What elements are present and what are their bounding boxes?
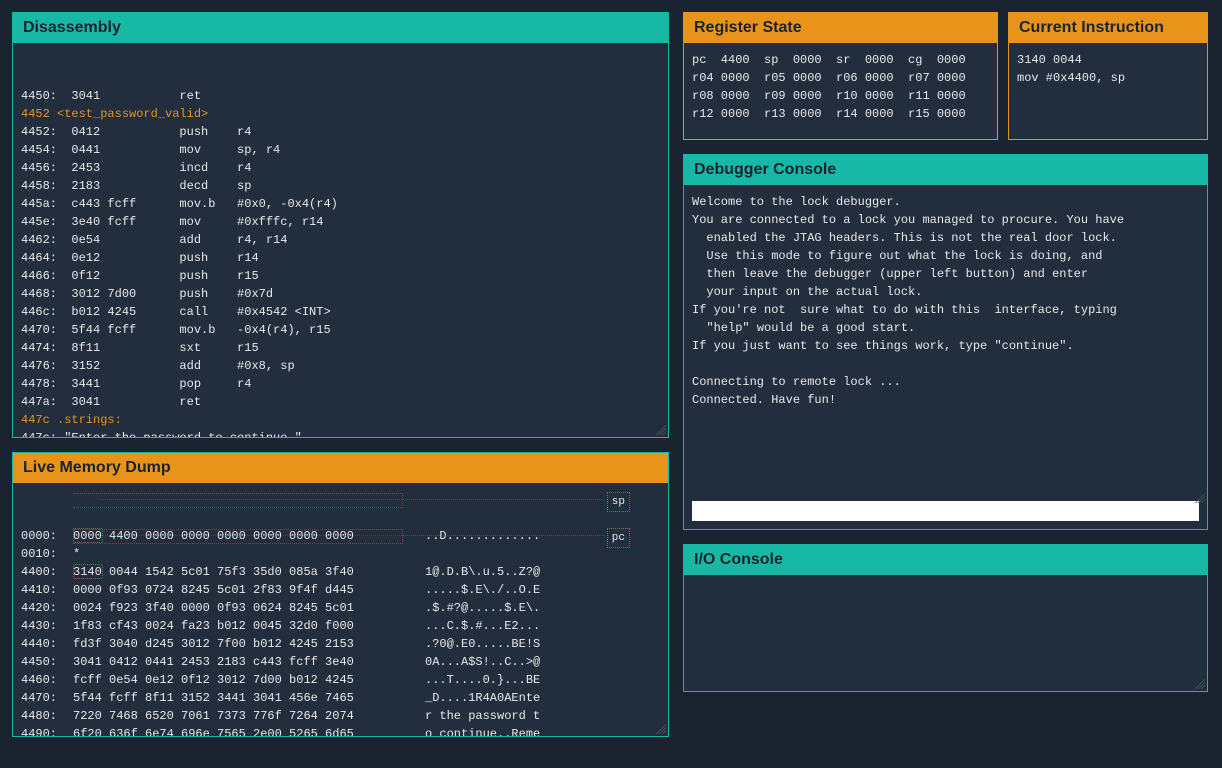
pointer-connector [73,529,403,544]
memory-row: 4440:fd3f 3040 d245 3012 7f00 b012 4245 … [21,635,660,653]
disassembly-line: 4462: 0e54 add r4, r14 [21,231,660,249]
memory-bytes: 3140 0044 1542 5c01 75f3 35d0 085a 3f40 [73,563,413,581]
io-console-panel: I/O Console [683,544,1208,692]
memory-bytes: 6f20 636f 6e74 696e 7565 2e00 5265 6d65 [73,725,413,736]
memory-ascii: _D....1R4A0AEnte [413,689,540,707]
current-instruction-body: 3140 0044 mov #0x4400, sp [1009,43,1207,139]
debugger-console-header: Debugger Console [684,155,1207,185]
disassembly-line: 446c: b012 4245 call #0x4542 <INT> [21,303,660,321]
pointer-connector [73,493,403,508]
memory-address: 4450: [21,653,73,671]
memory-dump-body[interactable]: 0000:0000 4400 0000 0000 0000 0000 0000 … [13,483,668,736]
disassembly-line: 445a: c443 fcff mov.b #0x0, -0x4(r4) [21,195,660,213]
memory-bytes: fd3f 3040 d245 3012 7f00 b012 4245 2153 [73,635,413,653]
disassembly-line: 445e: 3e40 fcff mov #0xfffc, r14 [21,213,660,231]
memory-row: 4450:3041 0412 0441 2453 2183 c443 fcff … [21,653,660,671]
memory-row: 4430:1f83 cf43 0024 fa23 b012 0045 32d0 … [21,617,660,635]
sp-pointer-label: sp [607,492,630,512]
memory-ascii: ..D............. [413,527,540,545]
memory-address: 4460: [21,671,73,689]
disassembly-line: 4464: 0e12 push r14 [21,249,660,267]
disassembly-line: 4474: 8f11 sxt r15 [21,339,660,357]
memory-ascii: 1@.D.B\.u.5..Z?@ [413,563,540,581]
memory-dump-header: Live Memory Dump [13,453,668,483]
memory-dump-panel: Live Memory Dump 0000:0000 4400 0000 000… [12,452,669,737]
memory-bytes: 7220 7468 6520 7061 7373 776f 7264 2074 [73,707,413,725]
disassembly-line: 4478: 3441 pop r4 [21,375,660,393]
memory-address: 0010: [21,545,73,563]
memory-row: 4480:7220 7468 6520 7061 7373 776f 7264 … [21,707,660,725]
disassembly-line: 4470: 5f44 fcff mov.b -0x4(r4), r15 [21,321,660,339]
pc-pointer-label: pc [607,528,630,548]
disassembly-line: 4468: 3012 7d00 push #0x7d [21,285,660,303]
memory-bytes: 3041 0412 0441 2453 2183 c443 fcff 3e40 [73,653,413,671]
memory-row: 0010:* [21,545,660,563]
memory-bytes: 5f44 fcff 8f11 3152 3441 3041 456e 7465 [73,689,413,707]
memory-address: 4420: [21,599,73,617]
memory-address: 4410: [21,581,73,599]
disassembly-line: 4466: 0f12 push r15 [21,267,660,285]
register-state-body: pc 4400 sp 0000 sr 0000 cg 0000 r04 0000… [684,43,997,139]
disassembly-line: 4452 <test_password_valid> [21,105,660,123]
disassembly-line: 4476: 3152 add #0x8, sp [21,357,660,375]
resize-handle-icon [1195,679,1205,689]
memory-row: 4490:6f20 636f 6e74 696e 7565 2e00 5265 … [21,725,660,736]
memory-address: 4400: [21,563,73,581]
pointer-box [73,564,103,579]
disassembly-line: 447c .strings: [21,411,660,429]
disassembly-header: Disassembly [13,13,668,43]
disassembly-line: 4458: 2183 decd sp [21,177,660,195]
debugger-console-panel: Debugger Console Welcome to the lock deb… [683,154,1208,530]
memory-row: 4420:0024 f923 3f40 0000 0f93 0624 8245 … [21,599,660,617]
memory-ascii: ...C.$.#...E2... [413,617,540,635]
register-state-header: Register State [684,13,997,43]
disassembly-line: 4454: 0441 mov sp, r4 [21,141,660,159]
disassembly-line: 4456: 2453 incd r4 [21,159,660,177]
memory-ascii: ...T....0.}...BE [413,671,540,689]
memory-bytes: 0000 0f93 0724 8245 5c01 2f83 9f4f d445 [73,581,413,599]
memory-ascii [413,545,425,563]
memory-address: 4430: [21,617,73,635]
memory-row: 4410:0000 0f93 0724 8245 5c01 2f83 9f4f … [21,581,660,599]
io-console-body[interactable] [684,575,1207,691]
memory-address: 4440: [21,635,73,653]
memory-address: 4470: [21,689,73,707]
memory-ascii: .?0@.E0.....BE!S [413,635,540,653]
memory-row: 4400:3140 0044 1542 5c01 75f3 35d0 085a … [21,563,660,581]
current-instruction-panel: Current Instruction 3140 0044 mov #0x440… [1008,12,1208,140]
memory-row: 4470:5f44 fcff 8f11 3152 3441 3041 456e … [21,689,660,707]
disassembly-line: 447a: 3041 ret [21,393,660,411]
memory-ascii: .....$.E\./..O.E [413,581,540,599]
debugger-console-body: Welcome to the lock debugger. You are co… [684,185,1207,529]
disassembly-line: 447c: "Enter the password to continue." [21,429,660,437]
memory-ascii: r the password t [413,707,540,725]
io-console-header: I/O Console [684,545,1207,575]
disassembly-panel: Disassembly 4450: 3041 ret4452 <test_pas… [12,12,669,438]
memory-ascii: o continue..Reme [413,725,540,736]
memory-bytes: 1f83 cf43 0024 fa23 b012 0045 32d0 f000 [73,617,413,635]
disassembly-body[interactable]: 4450: 3041 ret4452 <test_password_valid>… [13,43,668,437]
memory-bytes: * [73,545,413,563]
disassembly-line: 4452: 0412 push r4 [21,123,660,141]
disassembly-line: 4450: 3041 ret [21,87,660,105]
current-instruction-header: Current Instruction [1009,13,1207,43]
memory-row: 4460:fcff 0e54 0e12 0f12 3012 7d00 b012 … [21,671,660,689]
memory-ascii: 0A...A$S!..C..>@ [413,653,540,671]
memory-address: 0000: [21,527,73,545]
memory-address: 4480: [21,707,73,725]
memory-ascii: .$.#?@.....$.E\. [413,599,540,617]
memory-bytes: fcff 0e54 0e12 0f12 3012 7d00 b012 4245 [73,671,413,689]
register-state-panel: Register State pc 4400 sp 0000 sr 0000 c… [683,12,998,140]
memory-address: 4490: [21,725,73,736]
memory-bytes: 0024 f923 3f40 0000 0f93 0624 8245 5c01 [73,599,413,617]
debugger-console-output: Welcome to the lock debugger. You are co… [692,193,1199,497]
debugger-console-input[interactable] [692,501,1199,521]
